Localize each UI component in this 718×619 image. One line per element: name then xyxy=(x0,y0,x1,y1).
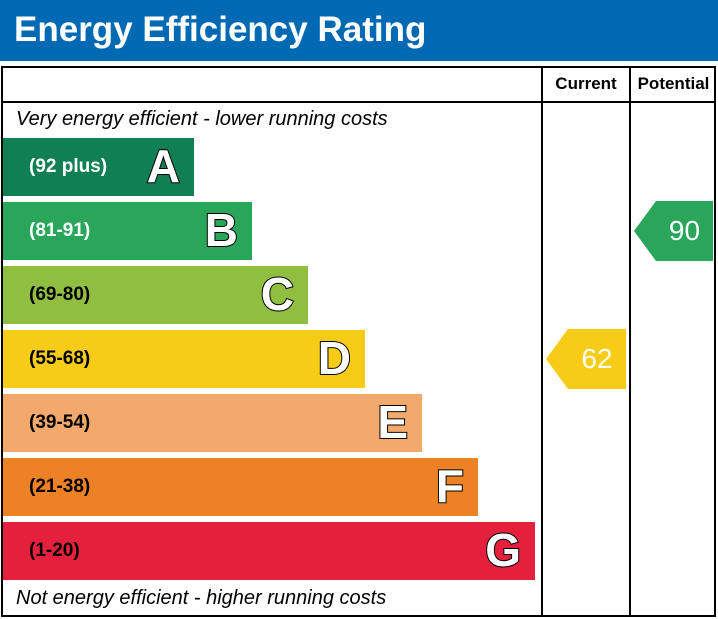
band-g: (1-20) G xyxy=(3,522,535,580)
current-arrow-shape xyxy=(546,329,626,389)
band-c: (69-80) C xyxy=(3,266,308,324)
current-rating-value: 62 xyxy=(581,343,613,374)
band-range-label: (1-20) xyxy=(29,540,80,561)
current-rating-arrow: 62 xyxy=(546,329,626,389)
band-f: (21-38) F xyxy=(3,458,478,516)
band-d: (55-68) D xyxy=(3,330,365,388)
band-range-label: (69-80) xyxy=(29,284,91,305)
potential-rating-value: 90 xyxy=(668,215,701,246)
band-letter: G xyxy=(484,523,522,577)
potential-arrow-shape xyxy=(634,201,713,261)
band-range-label: (21-38) xyxy=(29,476,91,497)
rating-chart-frame xyxy=(1,66,716,617)
band-letter: F xyxy=(435,459,465,513)
band-letter: C xyxy=(260,267,295,321)
bottom-efficiency-note: Not energy efficient - higher running co… xyxy=(16,587,387,609)
potential-column-header: Potential xyxy=(637,74,710,93)
band-e: (39-54) E xyxy=(3,394,422,452)
potential-rating-arrow: 90 xyxy=(634,201,713,261)
band-a: (92 plus) A xyxy=(3,138,194,196)
top-efficiency-note: Very energy efficient - lower running co… xyxy=(16,108,388,130)
title-bar: Energy Efficiency Rating xyxy=(0,0,718,61)
band-letter: A xyxy=(146,139,181,193)
current-column-divider xyxy=(541,66,543,617)
band-range-label: (92 plus) xyxy=(29,156,108,177)
band-letter: E xyxy=(376,395,409,449)
band-b: (81-91) B xyxy=(3,202,252,260)
current-column-header: Current xyxy=(555,74,617,93)
band-letter: B xyxy=(204,203,239,257)
band-range-label: (55-68) xyxy=(29,348,91,369)
band-letter: D xyxy=(317,331,352,385)
band-range-label: (81-91) xyxy=(29,220,91,241)
page-title: Energy Efficiency Rating xyxy=(14,10,427,49)
potential-column-divider xyxy=(629,66,631,617)
header-row-divider xyxy=(1,101,716,103)
band-range-label: (39-54) xyxy=(29,412,91,433)
